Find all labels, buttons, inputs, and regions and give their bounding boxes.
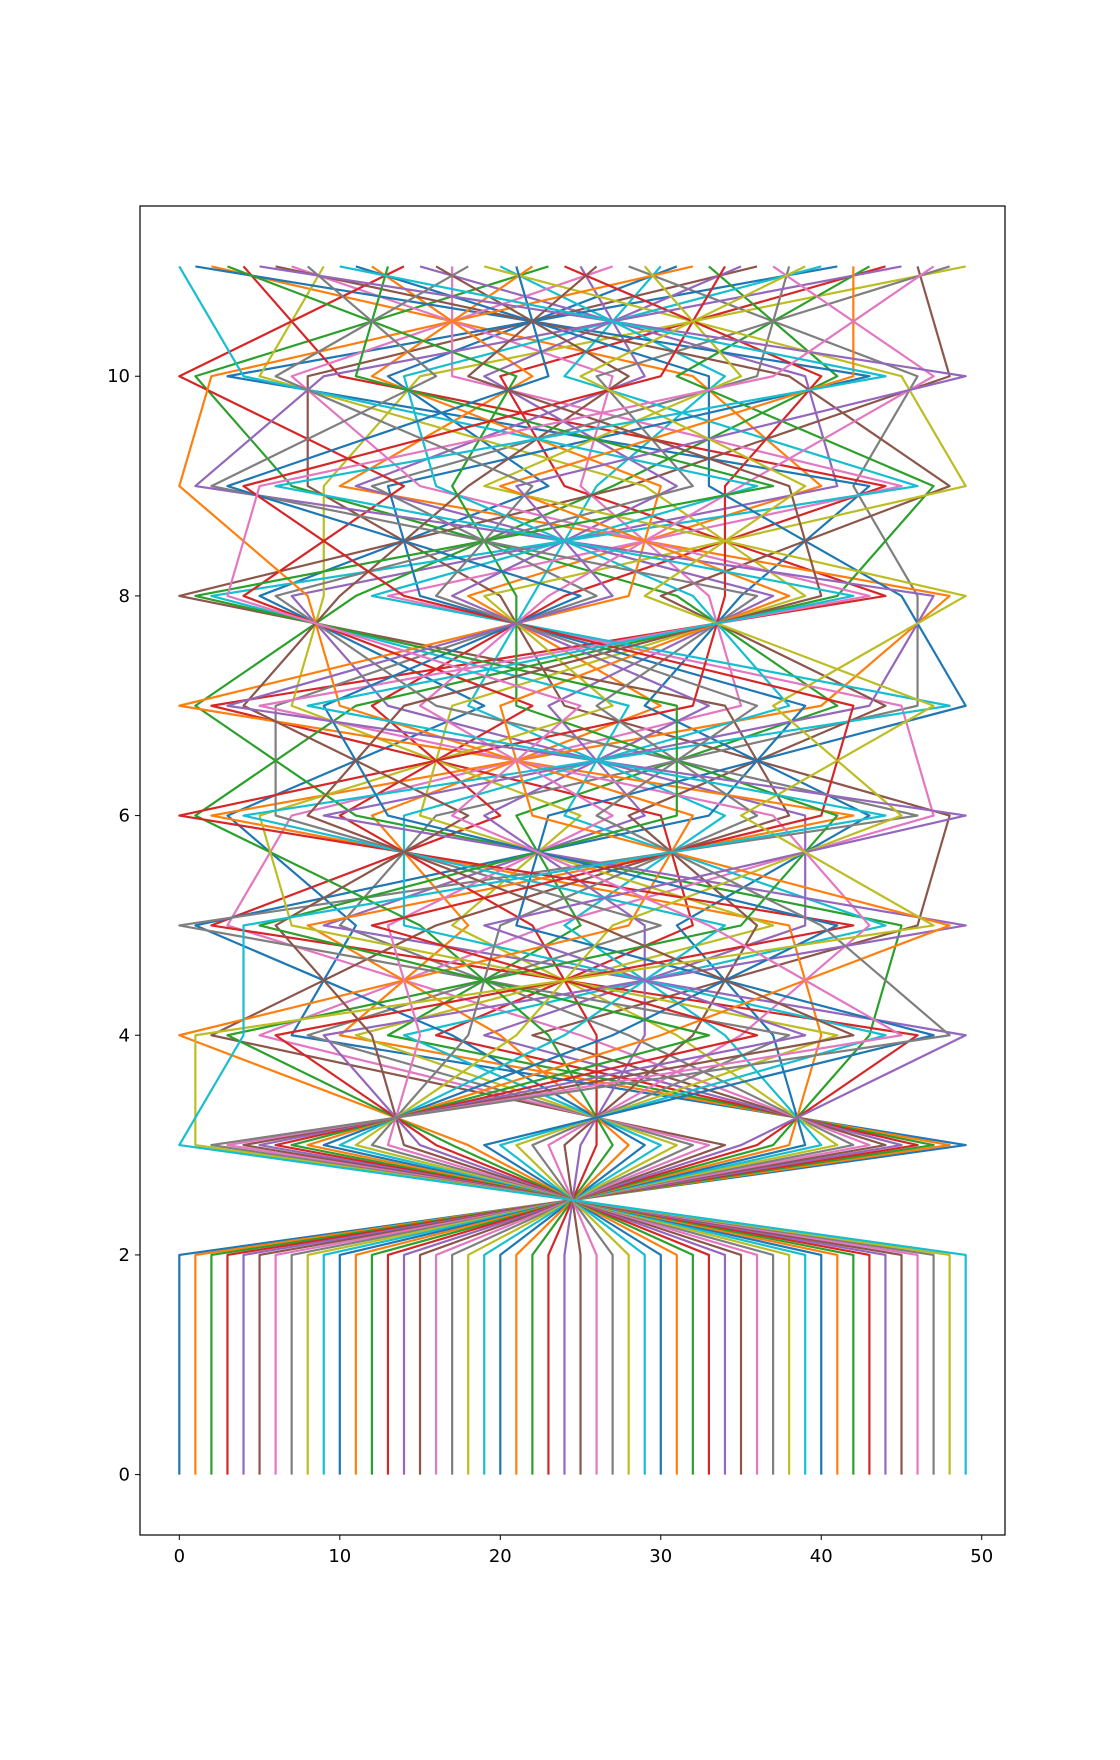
series-line (386, 265, 935, 1475)
series-line (178, 265, 951, 1475)
y-tick-label: 8 (119, 586, 130, 607)
series-line (226, 265, 839, 1475)
series-line (275, 265, 951, 1475)
x-tick-label: 10 (328, 1546, 351, 1567)
y-tick-label: 0 (119, 1465, 130, 1486)
series-line (242, 265, 743, 1475)
plot-frame (139, 205, 1006, 1536)
x-tick-label: 50 (970, 1546, 993, 1567)
series-line (242, 265, 903, 1475)
series-line (242, 265, 871, 1475)
y-tick-label: 2 (119, 1245, 130, 1266)
series-line (242, 265, 903, 1475)
series-line (178, 265, 855, 1475)
y-tick-label: 10 (107, 366, 130, 387)
y-tick-label: 6 (119, 806, 130, 827)
series-line (258, 265, 871, 1475)
series-line (194, 265, 967, 1475)
series-line (290, 265, 919, 1475)
series-line (226, 265, 967, 1475)
series-line (194, 265, 935, 1475)
series-line (210, 265, 919, 1475)
series-line (226, 265, 871, 1475)
series-line (178, 265, 694, 1475)
x-tick-label: 20 (489, 1546, 512, 1567)
series-line (194, 266, 855, 1475)
y-tick-label: 4 (119, 1025, 130, 1046)
series-line (258, 265, 967, 1475)
x-tick-label: 30 (649, 1546, 672, 1567)
series-line (226, 265, 871, 1475)
series-line (306, 266, 951, 1475)
series-line (226, 266, 839, 1475)
series-line (178, 265, 967, 1475)
series-line (194, 265, 951, 1475)
series-line (210, 265, 951, 1475)
series-line (355, 265, 967, 1475)
series-line (178, 265, 967, 1475)
series-line (402, 265, 887, 1475)
x-tick-label: 0 (174, 1546, 185, 1567)
series-line (210, 265, 775, 1475)
series-line (354, 265, 967, 1475)
series-line (210, 265, 919, 1475)
series-line (178, 265, 598, 1475)
series-line (258, 265, 951, 1475)
x-tick-label: 40 (810, 1546, 833, 1567)
series-line (178, 265, 950, 1475)
series-line (226, 265, 935, 1475)
